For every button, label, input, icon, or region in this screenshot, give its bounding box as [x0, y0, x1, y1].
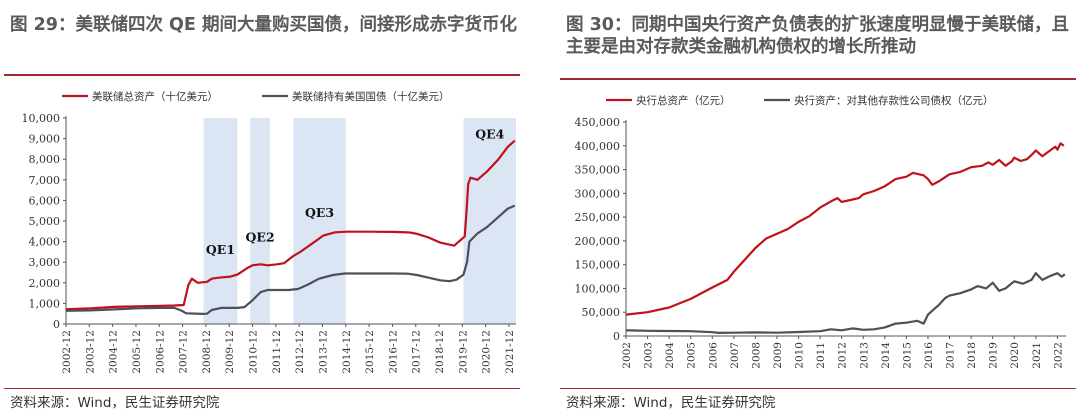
- title-divider: [560, 78, 1076, 80]
- x-tick-label: 2012: [837, 342, 849, 369]
- x-tick-label: 2014-12: [341, 330, 353, 374]
- x-tick-label: 2003: [643, 342, 655, 369]
- y-tick-label: 50,000: [582, 306, 621, 319]
- qe-label: QE2: [246, 230, 275, 245]
- x-tick-label: 2016: [923, 342, 935, 369]
- legend-label: 央行资产：对其他存款性公司债权（亿元）: [794, 94, 994, 107]
- x-tick-label: 2002-12: [61, 330, 73, 374]
- x-tick-label: 2016-12: [387, 330, 399, 374]
- x-tick-label: 2006-12: [154, 330, 166, 374]
- x-tick-label: 2018-12: [434, 330, 446, 374]
- x-tick-label: 2009: [772, 342, 784, 369]
- x-tick-label: 2022: [1052, 342, 1064, 369]
- y-tick-label: 8,000: [29, 153, 61, 166]
- source-divider: [560, 388, 1076, 389]
- x-tick-label: 2004: [664, 342, 676, 369]
- x-tick-label: 2008: [750, 342, 762, 369]
- x-tick-label: 2007-12: [178, 330, 190, 374]
- x-tick-label: 2021-12: [504, 330, 516, 374]
- shaded-period-qe1: [203, 118, 238, 324]
- x-tick-label: 2005-12: [131, 330, 143, 374]
- series-line-1: [65, 139, 516, 311]
- x-tick-label: 2018: [966, 342, 978, 369]
- x-tick-label: 2012-12: [294, 330, 306, 374]
- x-tick-label: 2008-12: [201, 330, 213, 374]
- source-divider: [4, 388, 520, 389]
- x-tick-label: 2017: [945, 342, 957, 369]
- y-tick-label: 150,000: [575, 259, 621, 272]
- qe-label: QE3: [305, 205, 334, 220]
- series-line-1: [625, 142, 1065, 316]
- x-tick-label: 2005: [686, 342, 698, 369]
- x-tick-label: 2004-12: [108, 330, 120, 374]
- y-tick-label: 10,000: [22, 112, 61, 125]
- chart-panel-left: 图 29：美联储四次 QE 期间大量购买国债，间接形成赤字货币化 美联储总资产（…: [0, 0, 524, 412]
- y-tick-label: 350,000: [575, 164, 621, 177]
- x-tick-label: 2020-12: [481, 330, 493, 374]
- figure-title: 图 29：美联储四次 QE 期间大量购买国债，间接形成赤字货币化: [10, 15, 517, 35]
- x-tick-label: 2007: [729, 342, 741, 369]
- legend-label: 美联储总资产（十亿美元）: [92, 90, 218, 103]
- x-tick-label: 2015: [901, 342, 913, 369]
- y-tick-label: 7,000: [29, 174, 61, 187]
- x-tick-label: 2014: [880, 342, 892, 369]
- shaded-period-qe2: [250, 118, 271, 324]
- x-tick-label: 2011: [815, 342, 827, 369]
- title-divider: [4, 74, 520, 76]
- x-tick-label: 2003-12: [84, 330, 96, 374]
- x-tick-label: 2021: [1031, 342, 1043, 369]
- shaded-period-qe4: [463, 118, 516, 324]
- x-tick-label: 2015-12: [364, 330, 376, 374]
- x-tick-label: 2013-12: [317, 330, 329, 374]
- legend-label: 美联储持有美国国债（十亿美元）: [292, 90, 450, 103]
- y-tick-label: 4,000: [29, 236, 61, 249]
- x-tick-label: 2006: [707, 342, 719, 369]
- y-tick-label: 300,000: [575, 187, 621, 200]
- y-tick-label: 5,000: [29, 215, 61, 228]
- series-line-2: [625, 272, 1066, 334]
- pboc-chart: 央行总资产（亿元） 央行资产：对其他存款性公司债权（亿元） 0 50,000 100,0…: [575, 94, 1066, 369]
- series-line-2: [65, 204, 516, 315]
- x-tick-label: 2013: [858, 342, 870, 369]
- x-tick-label: 2011-12: [271, 330, 283, 374]
- x-tick-label: 2019-12: [457, 330, 469, 374]
- y-tick-label: 1,000: [29, 297, 61, 310]
- y-tick-label: 9,000: [29, 133, 61, 146]
- y-tick-label: 450,000: [575, 116, 621, 129]
- y-tick-label: 100,000: [575, 282, 621, 295]
- x-tick-label: 2010-12: [248, 330, 260, 374]
- qe-label: QE1: [206, 242, 235, 257]
- shaded-period-qe3: [293, 118, 346, 324]
- y-tick-label: 2,000: [29, 277, 61, 290]
- y-tick-label: 3,000: [29, 256, 61, 269]
- source-note: 资料来源：Wind，民生证券研究院: [566, 395, 776, 411]
- chart-panel-right: 图 30：同期中国央行资产负债表的扩张速度明显慢于美联储，且主要是由对存款类金融…: [556, 0, 1080, 412]
- us-fed-chart: 美联储总资产（十亿美元） 美联储持有美国国债（十亿美元） 0 1,000 2,000 3,…: [22, 90, 517, 374]
- legend-label: 央行总资产（亿元）: [636, 94, 731, 107]
- y-tick-label: 200,000: [575, 235, 621, 248]
- y-tick-label: 0: [613, 330, 620, 343]
- x-tick-label: 2017-12: [411, 330, 423, 374]
- y-tick-label: 400,000: [575, 140, 621, 153]
- x-tick-label: 2019: [988, 342, 1000, 369]
- qe-label: QE4: [475, 127, 504, 142]
- x-tick-label: 2002: [621, 342, 633, 369]
- x-tick-label: 2020: [1009, 342, 1021, 369]
- y-tick-label: 250,000: [575, 211, 621, 224]
- figure-title: 图 30：同期中国央行资产负债表的扩张速度明显慢于美联储，且主要是由对存款类金融…: [566, 15, 1069, 57]
- y-tick-label: 0: [53, 318, 60, 331]
- x-tick-label: 2009-12: [224, 330, 236, 374]
- y-tick-label: 6,000: [29, 194, 61, 207]
- x-tick-label: 2010: [794, 342, 806, 369]
- source-note: 资料来源：Wind，民生证券研究院: [10, 395, 220, 411]
